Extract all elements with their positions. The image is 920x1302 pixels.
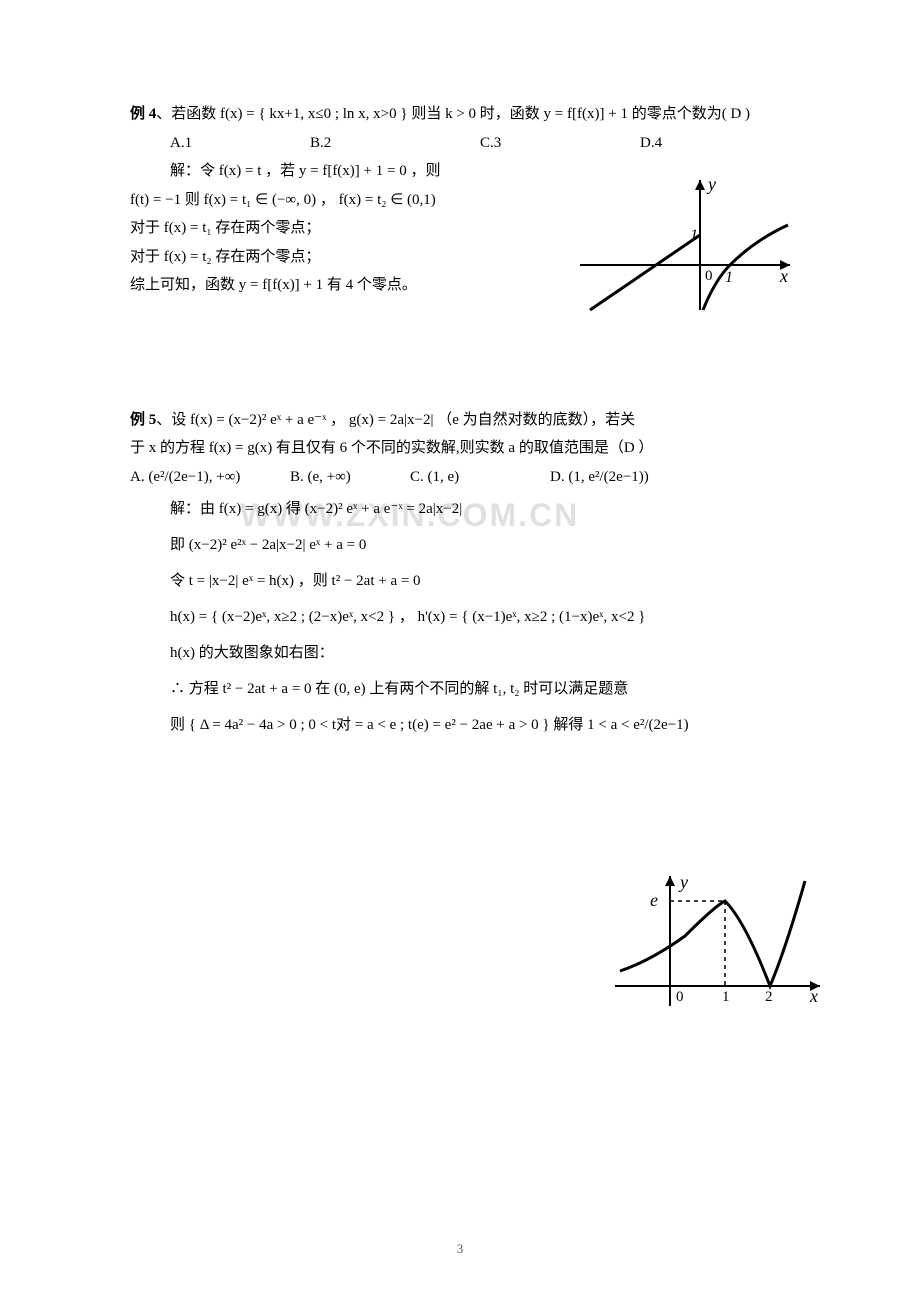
example-4-figure: 1 1 0 x y [570,170,800,320]
opt-4-B: B.2 [310,129,480,158]
page-number: 3 [457,1237,464,1262]
svg-text:0: 0 [705,268,713,284]
opt-5-A: A. (e²/(2e−1), +∞) [130,463,290,492]
sol5-line-4: h(x) 的大致图象如右图： [170,635,790,671]
opt-5-D: D. (1, e²/(2e−1)) [550,463,649,492]
svg-text:x: x [779,266,788,286]
sol5-line-6: 则 { Δ = 4a² − 4a > 0 ; 0 < t对 = a < e ; … [170,707,790,743]
sol5-line-1: 即 (x−2)² e²ˣ − 2a|x−2| eˣ + a = 0 [170,527,790,563]
example-4: 例 4、若函数 f(x) = { kx+1, x≤0 ; ln x, x>0 }… [130,100,790,300]
opt-5-C: C. (1, e) [410,463,550,492]
example-5-heading: 例 5 [130,412,156,428]
opt-4-D: D.4 [640,129,662,158]
sol5-line-3: h(x) = { (x−2)eˣ, x≥2 ; (2−x)eˣ, x<2 } ，… [170,599,790,635]
sol5-line-2: 令 t = |x−2| eˣ = h(x) ，则 t² − 2at + a = … [170,563,790,599]
example-4-text: 、若函数 f(x) = { kx+1, x≤0 ; ln x, x>0 } 则当… [156,106,750,122]
problem-5-stem: 例 5、设 f(x) = (x−2)² eˣ + a e⁻ˣ ， g(x) = … [130,406,790,463]
example-4-options: A.1 B.2 C.3 D.4 [130,129,790,158]
svg-text:1: 1 [690,227,698,244]
svg-text:1: 1 [725,269,733,286]
example-5-text1: 、设 f(x) = (x−2)² eˣ + a e⁻ˣ ， g(x) = 2a|… [156,412,635,428]
sol5-line-5: ∴ 方程 t² − 2at + a = 0 在 (0, e) 上有两个不同的解 … [170,671,790,707]
svg-text:e: e [650,890,658,910]
example-5-figure: e 0 1 2 x y [610,866,830,1016]
opt-4-C: C.3 [480,129,640,158]
example-5-options: A. (e²/(2e−1), +∞) B. (e, +∞) C. (1, e) … [130,463,790,492]
example-5-text2: 于 x 的方程 f(x) = g(x) 有且仅有 6 个不同的实数解,则实数 a… [130,440,653,456]
svg-text:1: 1 [722,989,730,1005]
example-4-heading: 例 4 [130,106,156,122]
example-5: 例 5、设 f(x) = (x−2)² eˣ + a e⁻ˣ ， g(x) = … [130,406,790,744]
sol5-line-0: 解：由 f(x) = g(x) 得 (x−2)² eˣ + a e⁻ˣ = 2a… [170,491,790,527]
problem-4-stem: 例 4、若函数 f(x) = { kx+1, x≤0 ; ln x, x>0 }… [130,100,790,129]
svg-text:0: 0 [676,989,684,1005]
svg-text:y: y [678,872,688,892]
svg-text:2: 2 [765,989,773,1005]
svg-text:y: y [706,174,716,194]
svg-text:x: x [809,986,818,1006]
example-5-solution: 解：由 f(x) = g(x) 得 (x−2)² eˣ + a e⁻ˣ = 2a… [130,491,790,743]
opt-4-A: A.1 [170,129,310,158]
opt-5-B: B. (e, +∞) [290,463,410,492]
document-page: 例 4、若函数 f(x) = { kx+1, x≤0 ; ln x, x>0 }… [0,0,920,1302]
